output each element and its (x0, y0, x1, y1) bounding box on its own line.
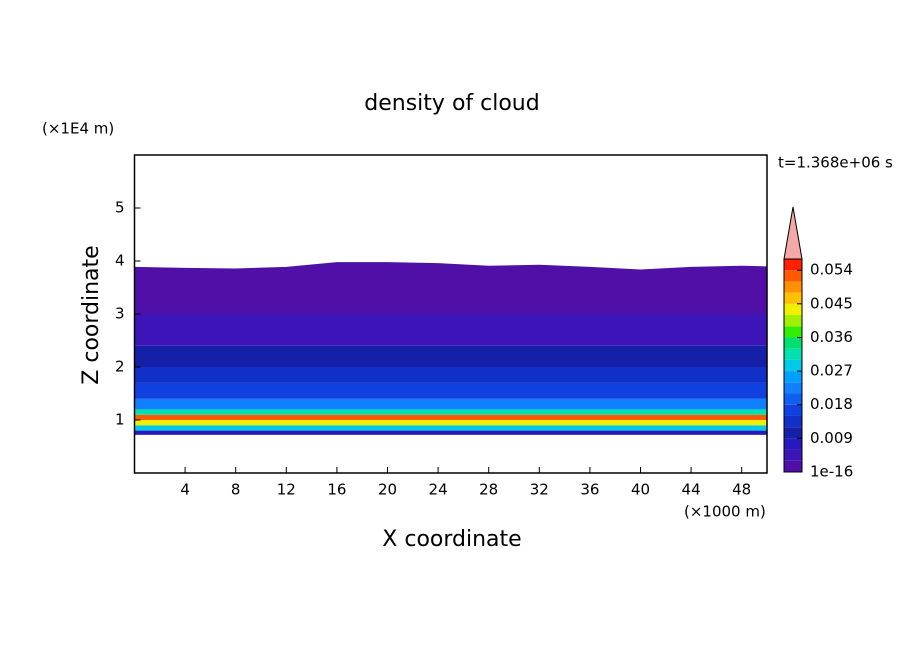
x-tick-label: 28 (479, 481, 498, 499)
y-tick-label: 3 (115, 305, 125, 323)
colorbar-swatch (784, 382, 802, 394)
colorbar-tick-label: 0.036 (810, 328, 853, 346)
colorbar-tick-label: 0.045 (810, 294, 853, 312)
colorbar-swatch (784, 371, 802, 383)
x-tick-label: 32 (530, 481, 549, 499)
colorbar-swatch (784, 259, 802, 271)
colorbar-extend (783, 206, 803, 260)
contour-band (134, 382, 767, 399)
colorbar-tick-label: 0.027 (810, 362, 853, 380)
x-tick-label: 4 (180, 481, 190, 499)
x-tick-label: 40 (631, 481, 650, 499)
colorbar-swatch (784, 415, 802, 428)
contour-band (134, 314, 767, 346)
colorbar-swatch (784, 337, 802, 349)
contour-band (134, 367, 767, 383)
colorbar-swatch (784, 393, 802, 405)
colorbar-swatch (784, 292, 802, 304)
y-unit: (×1E4 m) (42, 120, 114, 138)
colorbar-swatch (784, 270, 802, 282)
colorbar-swatch (784, 359, 802, 372)
colorbar-frame (783, 258, 803, 473)
contour-band (134, 414, 767, 420)
colorbar-swatch (784, 326, 802, 338)
y-tick-label: 4 (115, 252, 125, 270)
x-tick-label: 8 (231, 481, 241, 499)
y-tick-label: 2 (115, 358, 125, 376)
colorbar-swatch (784, 438, 802, 450)
colorbar-tick-label: 0.009 (810, 429, 853, 447)
contour-band (134, 430, 767, 435)
x-tick-label: 48 (732, 481, 751, 499)
contour-band (134, 425, 767, 431)
contour-band (134, 420, 767, 426)
x-tick-label: 20 (378, 481, 397, 499)
cloud-top-region (134, 262, 767, 314)
colorbar-swatch (784, 449, 802, 461)
chart-title: density of cloud (364, 91, 539, 116)
colorbar-swatch (784, 303, 802, 316)
contour-band (134, 398, 767, 410)
x-tick-label: 12 (277, 481, 296, 499)
colorbar-swatch (784, 404, 802, 416)
colorbar-swatch (784, 460, 802, 472)
x-tick-label: 44 (682, 481, 701, 499)
x-tick-label: 16 (327, 481, 346, 499)
colorbar-swatch (784, 315, 802, 327)
colorbar-swatch (784, 348, 802, 360)
x-unit: (×1000 m) (684, 503, 766, 521)
contour-band (134, 409, 767, 415)
colorbar-swatch (784, 427, 802, 439)
colorbar-tick-label: 1e-16 (810, 463, 853, 481)
colorbar-tick-label: 0.018 (810, 395, 853, 413)
x-axis-label: X coordinate (382, 527, 521, 552)
y-tick-label: 1 (115, 411, 125, 429)
colorbar-tick-label: 0.054 (810, 261, 853, 279)
x-tick-label: 36 (580, 481, 599, 499)
cloud-top-line (134, 262, 768, 271)
contour-band (134, 345, 767, 367)
y-axis-label: Z coordinate (79, 245, 104, 384)
y-tick-label: 5 (115, 199, 125, 217)
annotation: t=1.368e+06 s (778, 154, 893, 172)
x-tick-label: 24 (429, 481, 448, 499)
colorbar-swatch (784, 281, 802, 293)
